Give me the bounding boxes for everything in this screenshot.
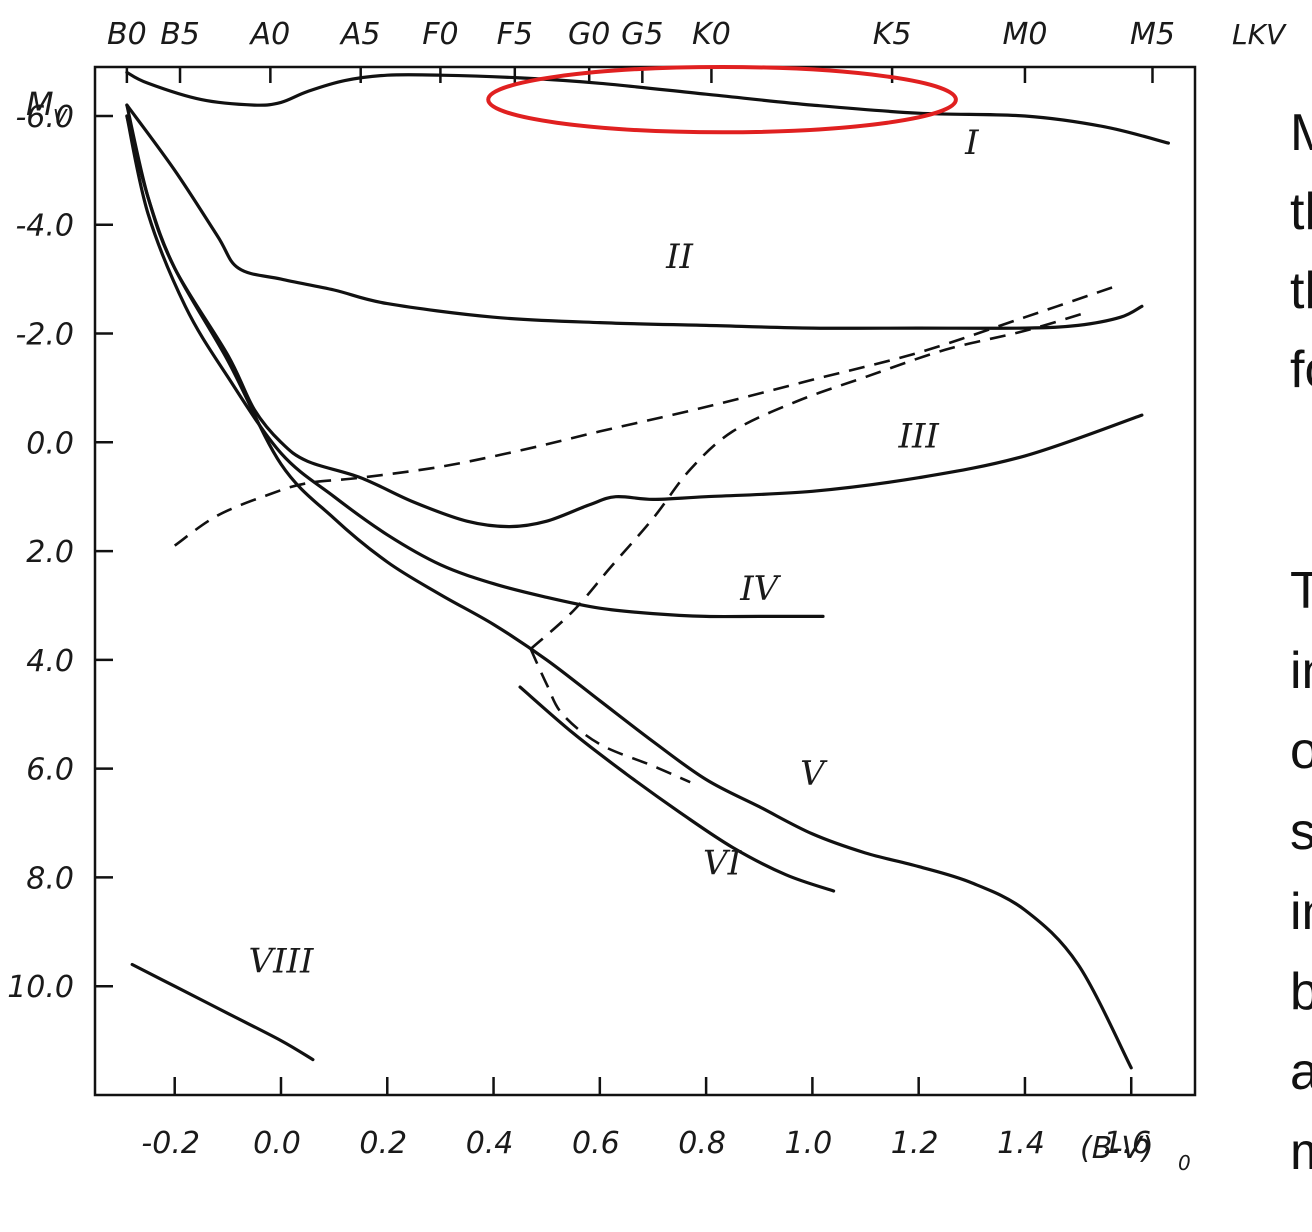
series-label-III: III xyxy=(898,417,940,457)
slide-text-line: o xyxy=(1290,722,1312,780)
spectral-type-label: A5 xyxy=(339,17,381,52)
spectral-type-label: M5 xyxy=(1130,17,1175,52)
dashed-track xyxy=(529,648,691,784)
x-tick-label: -0.2 xyxy=(141,1126,200,1161)
spectral-type-label: B5 xyxy=(160,17,200,52)
spectral-type-label: A0 xyxy=(249,17,291,52)
spectral-type-label: M0 xyxy=(1002,17,1047,52)
y-tick-label: -6.0 xyxy=(15,100,74,135)
slide-text-line: fo xyxy=(1290,341,1312,399)
series-line-V xyxy=(125,114,1133,1070)
x-axis: -0.2 0.0 0.2 0.4 0.6 0.8 1.0 1.2 1.4 1.6(B-V) 0 xyxy=(141,1077,1191,1175)
dashed-track xyxy=(529,310,1090,650)
x-tick-label: 1.0 xyxy=(785,1126,833,1161)
highlight-layer xyxy=(486,65,958,135)
slide-text-line: a xyxy=(1290,1043,1312,1101)
x-axis-label-subscript: 0 xyxy=(1178,1151,1191,1175)
spectral-type-label: F0 xyxy=(422,17,458,52)
series-label-V: V xyxy=(800,754,828,794)
spectral-type-label: G5 xyxy=(621,17,663,52)
x-tick-label: 1.2 xyxy=(891,1126,939,1161)
y-tick-label: 2.0 xyxy=(26,535,74,570)
y-axis-label-subscript: V xyxy=(53,105,68,129)
series-layer xyxy=(125,70,1170,1070)
dashed-tracks xyxy=(173,283,1122,784)
slide-text-line: th xyxy=(1290,262,1312,320)
y-tick-label: 4.0 xyxy=(26,644,74,679)
series-label-II: II xyxy=(665,237,693,277)
spectral-type-label: K5 xyxy=(873,17,912,52)
y-axis-label: M xyxy=(26,85,54,123)
x-tick-label: 0.6 xyxy=(572,1126,620,1161)
x-tick-label: 0.2 xyxy=(359,1126,407,1161)
series-line-III xyxy=(125,103,1144,529)
y-tick-label: 8.0 xyxy=(26,861,74,896)
series-line-II xyxy=(125,103,1144,330)
series-label-IV: IV xyxy=(739,569,781,609)
series-label-I: I xyxy=(964,123,979,163)
dashed-track xyxy=(173,283,1122,547)
series-line-IV xyxy=(125,114,825,619)
slide-text-line: s xyxy=(1290,803,1312,861)
series-line-VIII xyxy=(130,962,315,1062)
x-tick-label: 0.0 xyxy=(253,1126,301,1161)
series-label-VI: VI xyxy=(703,844,742,884)
slide-text-line: th xyxy=(1290,183,1312,241)
spectral-type-axis: B0 B5 A0 A5 F0 F5 G0 G5 K0 K5 M0 M5 LKV xyxy=(107,17,1287,83)
y-tick-label: -2.0 xyxy=(15,318,74,353)
spectral-type-label: B0 xyxy=(107,17,147,52)
x-tick-label: 0.8 xyxy=(678,1126,726,1161)
x-tick-label: 1.4 xyxy=(997,1126,1045,1161)
luminosity-class-header: LKV xyxy=(1232,18,1287,51)
series-line-VI xyxy=(518,685,836,893)
x-tick-label: 1.6 xyxy=(1103,1126,1151,1161)
slide-text-line: in xyxy=(1290,642,1312,700)
series-line-I xyxy=(125,70,1170,145)
y-tick-label: 10.0 xyxy=(7,970,74,1005)
y-axis: -6.0 -4.0 -2.0 0.0 2.0 4.0 6.0 8.0 10.0 M V xyxy=(7,85,113,1005)
slide-text-line: b xyxy=(1290,963,1312,1021)
y-tick-label: -4.0 xyxy=(15,209,74,244)
x-axis-label: (B-V) xyxy=(1080,1131,1154,1166)
spectral-type-label: F5 xyxy=(497,17,533,52)
y-tick-label: 6.0 xyxy=(26,753,74,788)
x-tick-label: 0.4 xyxy=(466,1126,514,1161)
spectral-type-label: K0 xyxy=(692,17,731,52)
highlight-ellipse xyxy=(486,65,958,135)
y-tick-label: 0.0 xyxy=(26,426,74,461)
slide-text-line: m xyxy=(1290,1123,1312,1181)
slide-text-line: M xyxy=(1290,104,1312,162)
spectral-type-label: G0 xyxy=(568,17,610,52)
slide-text-line: in xyxy=(1290,883,1312,941)
series-label-VIII: VIII xyxy=(249,942,314,982)
slide-text-line: T xyxy=(1290,562,1312,620)
